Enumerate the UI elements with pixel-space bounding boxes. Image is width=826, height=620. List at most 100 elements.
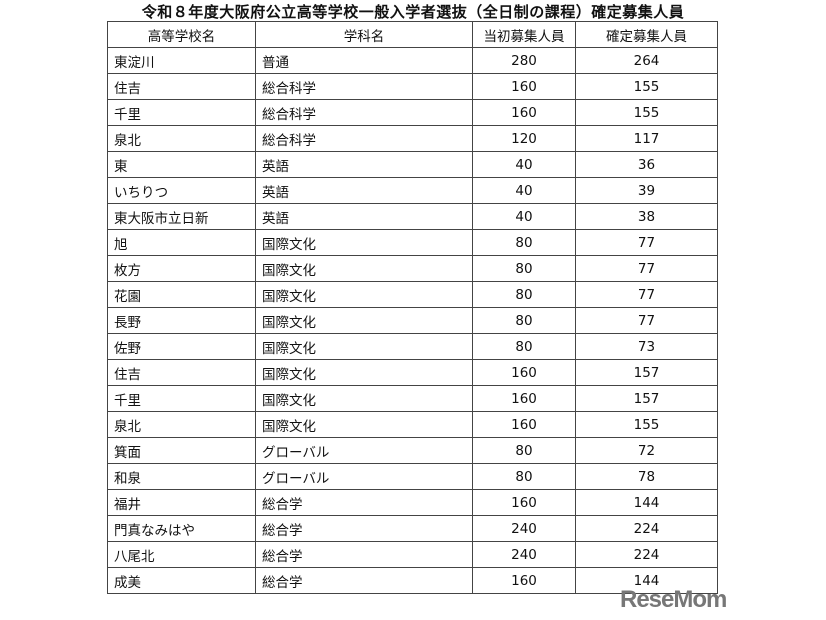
- table-row: 千里 国際文化 160 157: [107, 385, 718, 412]
- header-department: 学科名: [255, 21, 473, 48]
- initial-capacity: 240: [472, 515, 576, 542]
- table-row: 泉北 総合科学 120 117: [107, 125, 718, 152]
- department-name: 国際文化: [255, 411, 473, 438]
- initial-capacity: 80: [472, 463, 576, 490]
- table-row: 住吉 総合科学 160 155: [107, 73, 718, 100]
- school-name: 旭: [107, 229, 256, 256]
- school-name: 佐野: [107, 333, 256, 360]
- final-capacity: 77: [575, 255, 718, 282]
- initial-capacity: 160: [472, 99, 576, 126]
- initial-capacity: 40: [472, 151, 576, 178]
- table-row: 和泉 グローバル 80 78: [107, 463, 718, 490]
- initial-capacity: 160: [472, 567, 576, 594]
- initial-capacity: 80: [472, 333, 576, 360]
- final-capacity: 157: [575, 385, 718, 412]
- school-name: いちりつ: [107, 177, 256, 204]
- school-name: 成美: [107, 567, 256, 594]
- department-name: グローバル: [255, 463, 473, 490]
- school-name: 住吉: [107, 359, 256, 386]
- header-row: 高等学校名 学科名 当初募集人員 確定募集人員: [107, 21, 718, 48]
- final-capacity: 117: [575, 125, 718, 152]
- school-name: 長野: [107, 307, 256, 334]
- department-name: 国際文化: [255, 359, 473, 386]
- department-name: 総合科学: [255, 99, 473, 126]
- department-name: グローバル: [255, 437, 473, 464]
- final-capacity: 224: [575, 515, 718, 542]
- final-capacity: 78: [575, 463, 718, 490]
- initial-capacity: 40: [472, 203, 576, 230]
- recruitment-table: 高等学校名 学科名 当初募集人員 確定募集人員 東淀川 普通 280 264 住吉 総合科…: [107, 21, 718, 594]
- initial-capacity: 240: [472, 541, 576, 568]
- department-name: 国際文化: [255, 307, 473, 334]
- final-capacity: 36: [575, 151, 718, 178]
- department-name: 総合学: [255, 489, 473, 516]
- page-title: 令和８年度大阪府公立高等学校一般入学者選抜（全日制の課程）確定募集人員: [141, 3, 685, 21]
- final-capacity: 77: [575, 307, 718, 334]
- department-name: 国際文化: [255, 255, 473, 282]
- resemom-logo: ReseMom: [620, 586, 727, 613]
- table-row: 門真なみはや 総合学 240 224: [107, 515, 718, 542]
- department-name: 英語: [255, 203, 473, 230]
- school-name: 和泉: [107, 463, 256, 490]
- table-row: 花園 国際文化 80 77: [107, 281, 718, 308]
- initial-capacity: 80: [472, 229, 576, 256]
- final-capacity: 77: [575, 229, 718, 256]
- initial-capacity: 80: [472, 307, 576, 334]
- table-row: 成美 総合学 160 144: [107, 567, 718, 594]
- school-name: 箕面: [107, 437, 256, 464]
- table-row: 東大阪市立日新 英語 40 38: [107, 203, 718, 230]
- school-name: 泉北: [107, 125, 256, 152]
- table-row: 東英語 40 36: [107, 151, 718, 178]
- table-row: いちりつ 英語 40 39: [107, 177, 718, 204]
- initial-capacity: 160: [472, 73, 576, 100]
- table-row: 福井 総合学 160 144: [107, 489, 718, 516]
- final-capacity: 155: [575, 99, 718, 126]
- table-row: 枚方 国際文化 80 77: [107, 255, 718, 282]
- initial-capacity: 40: [472, 177, 576, 204]
- table-row: 八尾北 総合学 240 224: [107, 541, 718, 568]
- table-row: 佐野 国際文化 80 73: [107, 333, 718, 360]
- header-school: 高等学校名: [107, 21, 256, 48]
- department-name: 総合科学: [255, 125, 473, 152]
- school-name: 東淀川: [107, 47, 256, 74]
- header-initial-capacity: 当初募集人員: [472, 21, 576, 48]
- department-name: 総合科学: [255, 73, 473, 100]
- department-name: 普通: [255, 47, 473, 74]
- school-name: 千里: [107, 385, 256, 412]
- initial-capacity: 80: [472, 437, 576, 464]
- department-name: 英語: [255, 177, 473, 204]
- table-row: 箕面 グローバル 80 72: [107, 437, 718, 464]
- final-capacity: 144: [575, 567, 718, 594]
- final-capacity: 39: [575, 177, 718, 204]
- final-capacity: 224: [575, 541, 718, 568]
- department-name: 総合学: [255, 541, 473, 568]
- department-name: 国際文化: [255, 229, 473, 256]
- initial-capacity: 120: [472, 125, 576, 152]
- final-capacity: 38: [575, 203, 718, 230]
- final-capacity: 144: [575, 489, 718, 516]
- department-name: 国際文化: [255, 281, 473, 308]
- department-name: 総合学: [255, 567, 473, 594]
- table-row: 泉北 国際文化 160 155: [107, 411, 718, 438]
- school-name: 八尾北: [107, 541, 256, 568]
- initial-capacity: 160: [472, 489, 576, 516]
- final-capacity: 72: [575, 437, 718, 464]
- final-capacity: 157: [575, 359, 718, 386]
- school-name: 住吉: [107, 73, 256, 100]
- school-name: 東: [107, 151, 256, 178]
- school-name: 千里: [107, 99, 256, 126]
- school-name: 泉北: [107, 411, 256, 438]
- table-row: 旭国際文化 80 77: [107, 229, 718, 256]
- department-name: 国際文化: [255, 333, 473, 360]
- initial-capacity: 80: [472, 255, 576, 282]
- school-name: 門真なみはや: [107, 515, 256, 542]
- initial-capacity: 160: [472, 385, 576, 412]
- table-row: 千里 総合科学 160 155: [107, 99, 718, 126]
- school-name: 福井: [107, 489, 256, 516]
- initial-capacity: 280: [472, 47, 576, 74]
- final-capacity: 155: [575, 73, 718, 100]
- final-capacity: 73: [575, 333, 718, 360]
- department-name: 総合学: [255, 515, 473, 542]
- final-capacity: 264: [575, 47, 718, 74]
- initial-capacity: 160: [472, 411, 576, 438]
